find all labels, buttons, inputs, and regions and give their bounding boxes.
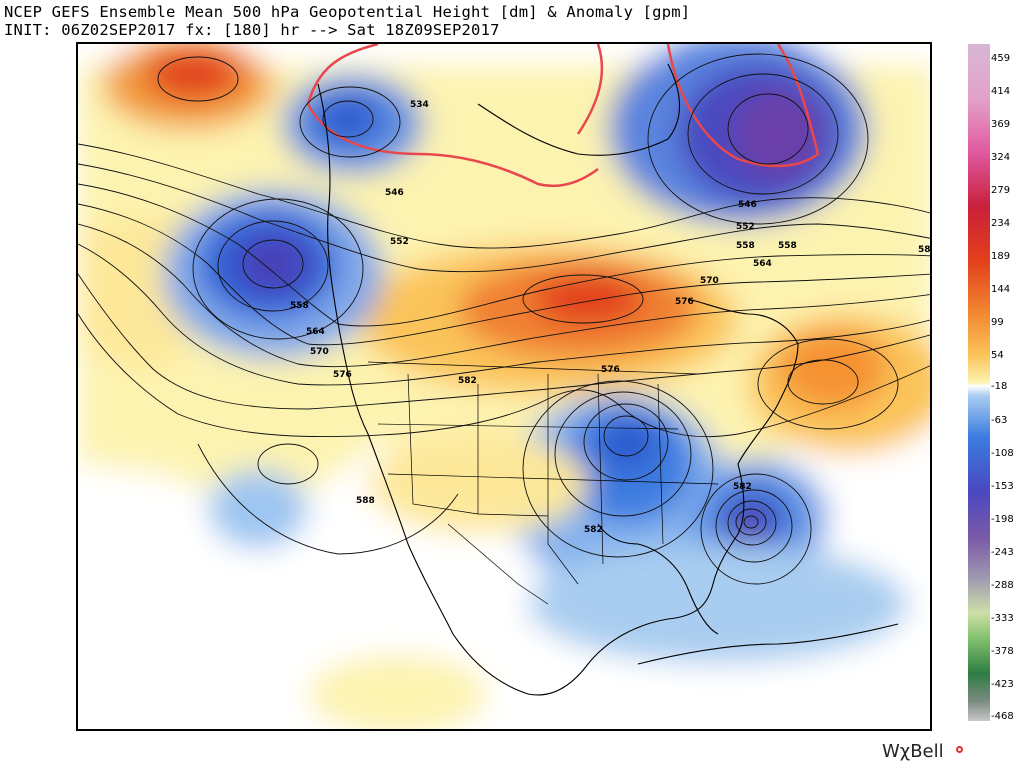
weatherbell-logo: WχBell [882, 741, 944, 762]
contour-label: 570 [310, 347, 329, 357]
contour-label-layer: 534 546 552 558 564 570 576 582 588 558 … [290, 100, 931, 535]
height-contours [78, 53, 930, 585]
anomaly-shading [78, 44, 930, 729]
colorbar-label: 99 [991, 317, 1004, 328]
colorbar-label: -18 [991, 381, 1008, 392]
colorbar-label: -63 [991, 415, 1008, 426]
contour-label: 576 [601, 365, 620, 375]
map-canvas: 534 546 552 558 564 570 576 582 588 558 … [78, 44, 931, 729]
contour-label: 546 [738, 200, 757, 210]
anomaly-colorbar [968, 44, 990, 721]
contour-label: 558 [290, 301, 309, 311]
colorbar-label: -333 [991, 613, 1014, 624]
contour-label: 552 [736, 222, 755, 232]
logo-dot-icon [956, 746, 963, 753]
colorbar-label: 144 [991, 284, 1011, 295]
anomaly-boundary-lines [306, 44, 820, 188]
contour-label: 546 [385, 188, 404, 198]
map-subtitle: INIT: 06Z02SEP2017 fx: [180] hr --> Sat … [4, 21, 500, 39]
colorbar-label: 54 [991, 350, 1004, 361]
contour-label: 588 [356, 496, 375, 506]
contour-label: 570 [700, 276, 719, 286]
map-panel: 534 546 552 558 564 570 576 582 588 558 … [76, 42, 932, 731]
coastlines [317, 63, 899, 696]
colorbar-label: 189 [991, 251, 1011, 262]
colorbar-label: -198 [991, 514, 1014, 525]
colorbar-label: -378 [991, 646, 1014, 657]
colorbar-label: 369 [991, 119, 1011, 130]
contour-label: 58 [918, 245, 931, 255]
contour-label: 582 [584, 525, 603, 535]
contour-label: 552 [390, 237, 409, 247]
colorbar-label: -243 [991, 547, 1014, 558]
colorbar-label: -108 [991, 448, 1014, 459]
colorbar-label: -468 [991, 711, 1014, 722]
map-title: NCEP GEFS Ensemble Mean 500 hPa Geopoten… [4, 3, 691, 21]
colorbar-label: 279 [991, 185, 1011, 196]
colorbar-label: 324 [991, 152, 1011, 163]
colorbar-label: 459 [991, 53, 1011, 64]
colorbar-label: -153 [991, 481, 1014, 492]
contour-label: 564 [753, 259, 772, 269]
contour-label: 576 [333, 370, 352, 380]
political-borders [367, 361, 719, 605]
colorbar-label: -423 [991, 679, 1014, 690]
contour-label: 576 [675, 297, 694, 307]
contour-label: 558 [778, 241, 797, 251]
contour-label: 534 [410, 100, 429, 110]
colorbar-label: -288 [991, 580, 1014, 591]
colorbar-label: 414 [991, 86, 1011, 97]
colorbar-label: 234 [991, 218, 1011, 229]
contour-label: 582 [458, 376, 477, 386]
contour-label: 558 [736, 241, 755, 251]
contour-label: 582 [733, 482, 752, 492]
contour-label: 564 [306, 327, 325, 337]
